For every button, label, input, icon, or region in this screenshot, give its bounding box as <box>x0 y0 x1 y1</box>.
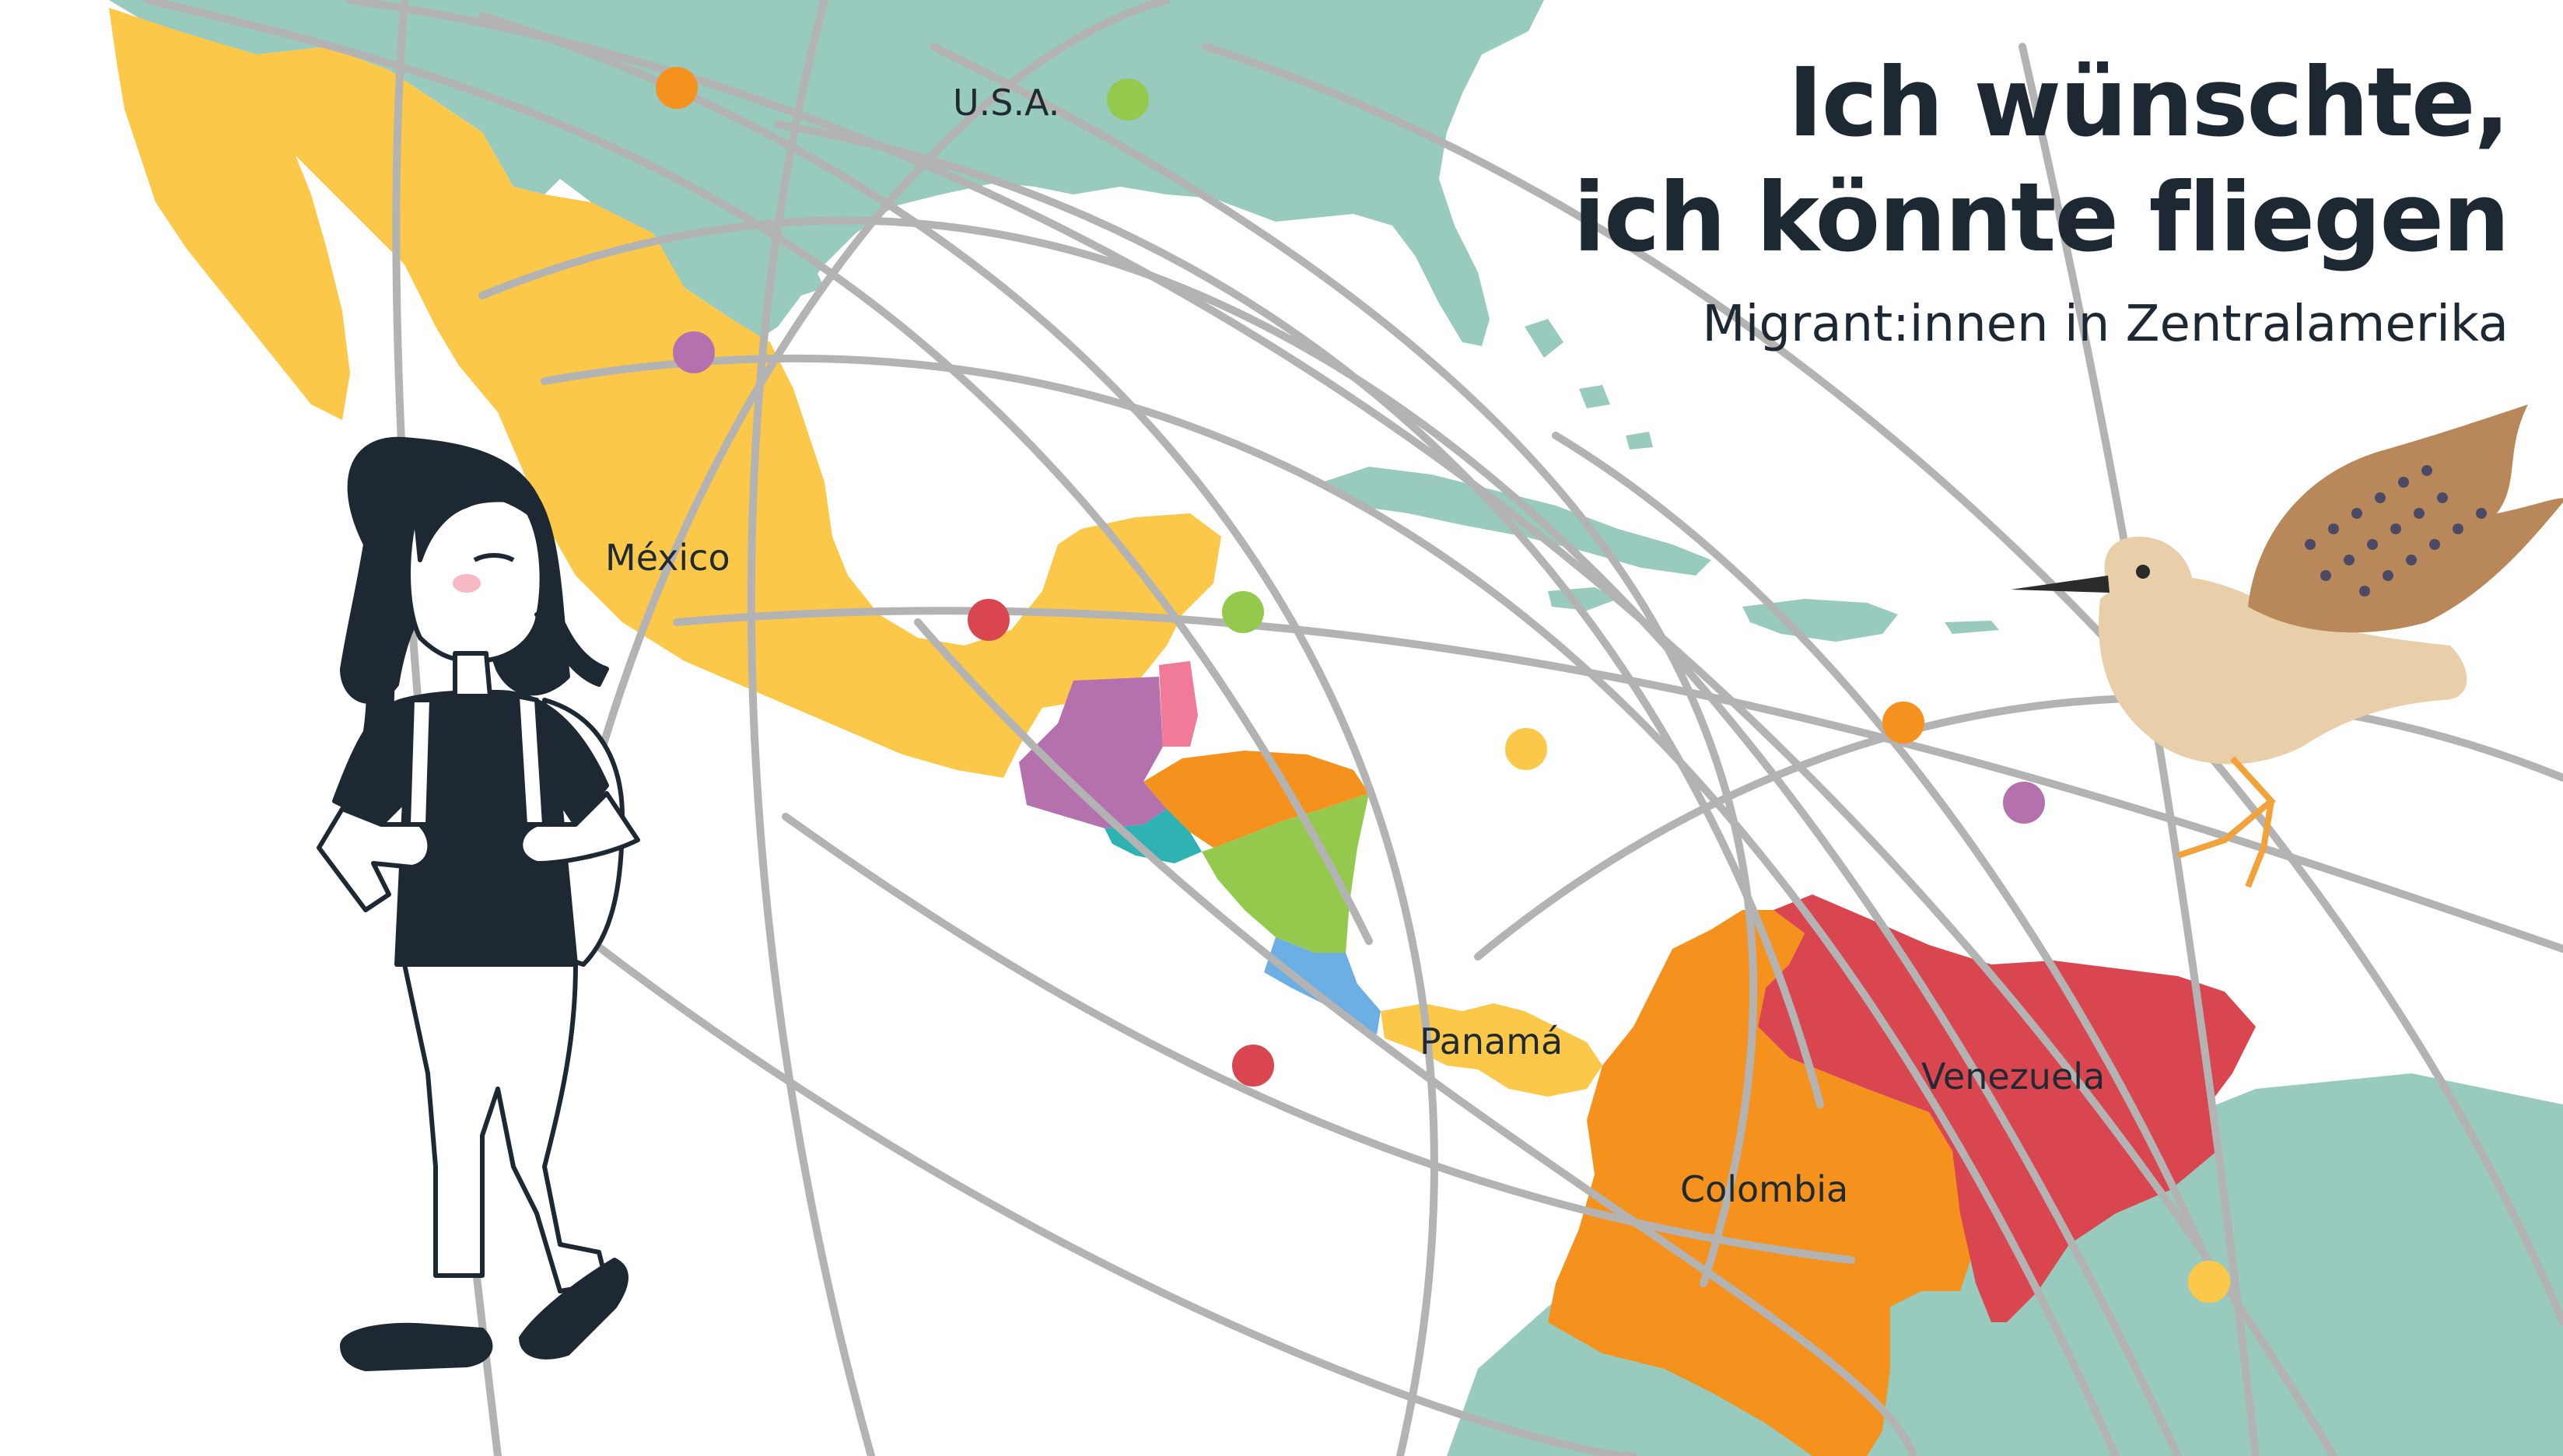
route-dot-yellow <box>2188 1261 2230 1303</box>
page-title-line-1: Ich wünschte, <box>1787 47 2510 158</box>
girl-illustration <box>317 436 640 1371</box>
girl-eye <box>473 553 515 562</box>
bahamas-islands <box>1525 319 1653 450</box>
title-block: Ich wünschte, ich könnte fliegen Migrant… <box>1573 45 2510 359</box>
flight-path <box>346 0 2337 1456</box>
route-dots <box>656 67 2230 1303</box>
bird-eye <box>2136 565 2150 579</box>
honduras-region <box>1143 751 1369 848</box>
mexico-region <box>109 8 1221 778</box>
label-mexico: México <box>605 537 730 579</box>
girl-pants <box>402 962 609 1293</box>
flight-path <box>478 12 1438 1456</box>
label-colombia: Colombia <box>1680 1168 1848 1210</box>
nicaragua-region <box>1202 793 1369 953</box>
girl-hair <box>410 461 539 562</box>
bird-wing <box>2248 404 2563 633</box>
girl-neck <box>453 651 492 698</box>
girl-arm <box>317 807 432 912</box>
flight-path <box>1474 694 2563 961</box>
flight-path <box>541 354 2120 1456</box>
flight-path <box>747 0 875 1456</box>
label-panama: Panamá <box>1420 1020 1563 1062</box>
girl-cheek <box>453 574 481 593</box>
guatemala-region <box>1019 677 1167 828</box>
route-dot-green <box>1222 591 1264 633</box>
puerto-rico-island <box>1945 621 1999 634</box>
costa-rica-region <box>1264 937 1381 1034</box>
girl-arm <box>518 791 640 866</box>
girl-sandal <box>340 1322 493 1371</box>
flight-path <box>587 937 1637 1456</box>
panama-region <box>1381 1003 1602 1097</box>
bird-illustration <box>2011 404 2563 888</box>
backpack-strap <box>406 698 434 827</box>
route-dot-orange <box>1882 702 1924 744</box>
page-subtitle: Migrant:innen in Zentralamerika <box>1702 296 2509 353</box>
page-title-line-2: ich könnte fliegen <box>1573 163 2510 273</box>
route-dot-orange <box>656 67 698 109</box>
route-dot-purple <box>673 331 715 373</box>
venezuela-region <box>1758 894 2256 1322</box>
route-dot-red <box>1232 1045 1274 1087</box>
flight-path <box>1202 43 2563 1326</box>
flight-path <box>478 216 2182 1456</box>
flight-path <box>930 43 1758 1287</box>
route-dot-red <box>968 599 1010 641</box>
bird-beak <box>2011 576 2110 593</box>
el-salvador-region <box>1105 809 1202 863</box>
girl-braid <box>534 604 609 687</box>
flight-path <box>1552 432 2221 1287</box>
colombia-region <box>1548 910 1976 1456</box>
label-usa: U.S.A. <box>953 82 1059 124</box>
bird-wing-spots <box>2305 465 2487 597</box>
bird-body <box>2099 576 2467 765</box>
belize-region <box>1159 661 1198 747</box>
flight-path <box>774 121 1824 1108</box>
route-dot-yellow <box>1505 728 1547 770</box>
route-dot-purple <box>2003 782 2045 824</box>
hispaniola-island <box>1742 599 1898 642</box>
flight-path <box>782 813 1855 1264</box>
girl-braid <box>355 589 395 737</box>
flight-path <box>914 618 1917 1456</box>
bird-leg <box>2176 756 2276 888</box>
girl-sandal <box>519 1258 628 1360</box>
flight-path <box>144 0 1373 945</box>
label-venezuela: Venezuela <box>1921 1055 2105 1097</box>
route-dot-green <box>1107 79 1149 121</box>
